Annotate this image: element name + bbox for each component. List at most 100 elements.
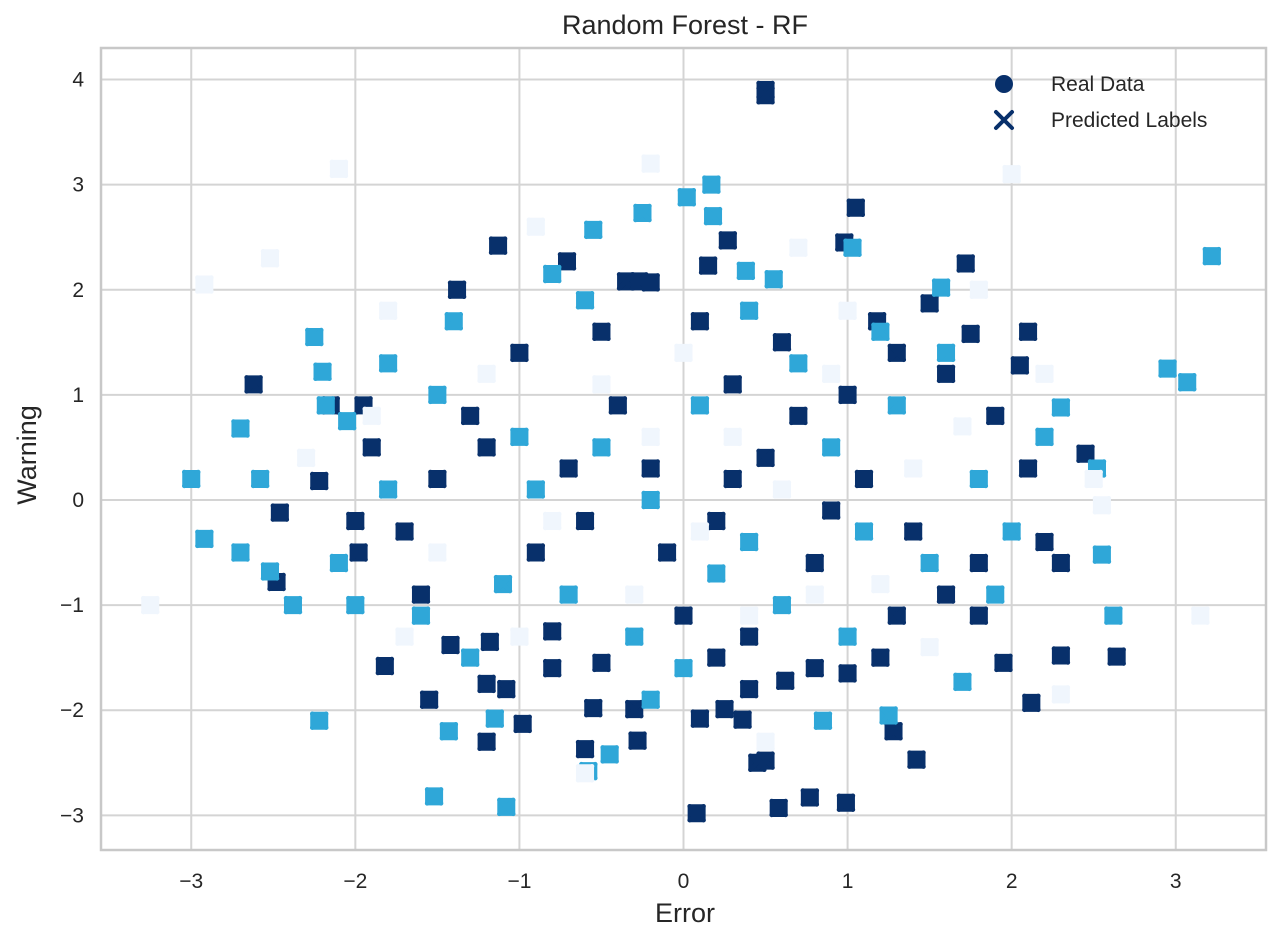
y-tick-label: 1 <box>72 384 84 407</box>
data-point <box>931 278 951 297</box>
predicted-label-marker <box>1084 469 1103 489</box>
predicted-label-marker <box>526 217 546 236</box>
x-tick-label: −3 <box>179 870 203 893</box>
data-point <box>428 469 447 489</box>
data-point <box>411 606 431 625</box>
data-point <box>953 417 972 436</box>
data-point <box>1051 553 1071 573</box>
predicted-label-marker <box>1107 647 1126 666</box>
predicted-label-marker <box>769 798 788 818</box>
data-point <box>542 264 562 284</box>
data-point <box>411 585 431 604</box>
data-point <box>879 706 898 725</box>
data-point <box>395 627 414 646</box>
predicted-label-marker <box>789 354 808 373</box>
data-point <box>329 553 349 573</box>
data-point <box>584 220 603 240</box>
predicted-label-marker <box>260 562 280 581</box>
data-point <box>936 364 956 384</box>
data-point <box>756 751 775 770</box>
predicted-label-marker <box>424 787 444 806</box>
data-point <box>1177 373 1197 392</box>
predicted-label-marker <box>575 739 595 759</box>
data-point <box>920 637 939 657</box>
data-point <box>772 480 792 499</box>
data-point <box>260 248 280 268</box>
predicted-label-marker <box>378 301 398 321</box>
data-point <box>887 343 907 363</box>
predicted-label-marker <box>493 574 513 594</box>
predicted-label-marker <box>813 711 833 730</box>
predicted-label-marker <box>1051 553 1071 573</box>
data-point <box>460 648 480 667</box>
predicted-label-marker <box>375 656 395 676</box>
data-point <box>608 396 628 415</box>
predicted-label-marker <box>884 721 903 741</box>
predicted-label-marker <box>969 469 989 489</box>
predicted-label-marker <box>542 264 562 284</box>
data-point <box>329 159 349 179</box>
data-point <box>497 797 516 817</box>
predicted-label-marker <box>542 658 562 678</box>
predicted-label-marker <box>485 709 505 728</box>
predicted-label-marker <box>690 709 710 728</box>
data-point <box>260 562 280 581</box>
predicted-label-marker <box>641 490 660 510</box>
predicted-label-marker <box>723 375 742 394</box>
predicted-label-marker <box>592 653 611 673</box>
data-point <box>707 511 726 531</box>
predicted-label-marker <box>838 385 857 405</box>
data-point <box>559 459 578 478</box>
predicted-label-marker <box>395 522 414 541</box>
data-point <box>575 511 595 531</box>
data-point <box>703 206 723 226</box>
data-point <box>1051 646 1071 665</box>
data-point <box>772 333 792 352</box>
data-point <box>575 764 595 783</box>
data-point <box>488 236 508 255</box>
predicted-label-marker <box>698 256 718 275</box>
data-point <box>480 632 500 652</box>
data-point <box>756 86 775 105</box>
predicted-label-marker <box>994 653 1013 673</box>
data-point <box>592 653 611 673</box>
data-point <box>510 343 529 363</box>
predicted-label-marker <box>477 438 496 457</box>
data-point <box>687 803 706 823</box>
data-point <box>1022 693 1041 713</box>
x-tick-label: 1 <box>842 870 854 893</box>
predicted-label-marker <box>641 427 660 447</box>
data-point <box>477 674 496 694</box>
predicted-label-marker <box>1092 495 1112 515</box>
data-point <box>270 503 290 522</box>
data-point <box>769 798 788 818</box>
predicted-label-marker <box>690 312 710 331</box>
predicted-label-marker <box>1202 246 1222 266</box>
predicted-label-marker <box>641 459 660 478</box>
data-point <box>313 362 332 381</box>
predicted-label-marker <box>821 438 841 457</box>
data-point <box>309 711 329 730</box>
data-point <box>231 543 250 562</box>
predicted-label-marker <box>903 459 923 478</box>
predicted-label-marker <box>739 301 759 321</box>
data-point <box>871 648 890 667</box>
predicted-label-marker <box>313 362 332 381</box>
predicted-label-marker <box>526 480 546 499</box>
data-point <box>485 709 505 728</box>
predicted-label-marker <box>633 203 652 223</box>
predicted-label-marker <box>378 480 398 499</box>
data-point <box>887 396 907 415</box>
predicted-label-marker <box>244 375 263 394</box>
data-point <box>600 745 619 764</box>
data-point <box>690 396 710 415</box>
data-point <box>395 522 414 541</box>
data-point <box>349 543 368 562</box>
predicted-label-marker <box>349 543 368 562</box>
y-axis-label: Warning <box>12 405 42 505</box>
data-point <box>526 217 546 236</box>
data-point <box>775 671 795 691</box>
predicted-label-marker <box>871 574 890 594</box>
predicted-label-marker <box>674 343 693 363</box>
